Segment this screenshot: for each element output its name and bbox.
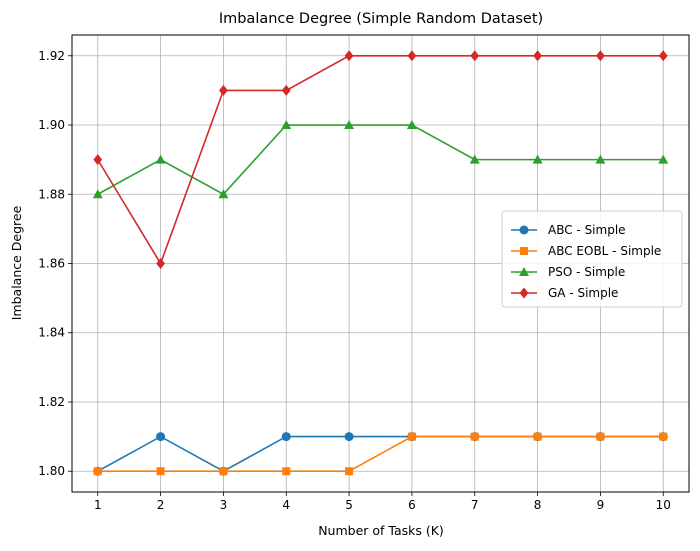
legend-item: ABC - Simple [511,223,626,237]
data-point [658,154,669,164]
data-point [595,154,606,164]
legend-label: ABC - Simple [548,223,626,237]
legend: ABC - Simple ABC EOBL - Simple PSO - Simpl… [501,210,683,308]
data-point [281,84,291,96]
x-tick-label: 7 [471,498,479,512]
x-tick-label: 3 [220,498,228,512]
plot-area-frame [71,34,690,493]
data-point [93,154,103,166]
data-point [533,50,542,62]
y-tick-label: 1.86 [38,257,65,271]
data-point [596,432,605,441]
series-3 [92,120,669,199]
x-tick-label: 10 [656,498,671,512]
data-point [407,432,416,441]
y-tick-label: 1.82 [38,395,65,409]
data-point [344,50,354,62]
x-tick-label: 9 [597,498,605,512]
data-point [658,50,668,62]
legend-item: PSO - Simple [511,265,625,279]
legend-label: ABC EOBL - Simple [548,244,661,258]
data-point [469,154,480,164]
series-2 [93,432,668,476]
data-point [218,189,229,199]
legend-item: GA - Simple [511,286,618,300]
x-tick-label: 4 [282,498,290,512]
data-point [155,154,166,164]
legend-label: GA - Simple [548,286,618,300]
series-group [92,50,669,476]
data-point [156,432,166,442]
chart-title: Imbalance Degree (Simple Random Dataset) [219,11,543,27]
legend-box [501,210,683,308]
data-point [407,50,417,62]
data-point [344,120,355,130]
data-point [281,432,291,442]
legend-item: ABC EOBL - Simple [511,244,661,258]
series-line [97,54,664,266]
legend-marker [519,267,529,276]
x-tick-label: 6 [408,498,416,512]
data-point [281,120,292,130]
data-point [470,432,479,441]
y-axis-label: Imbalance Degree [9,205,24,320]
data-point [93,467,102,476]
legend-marker [519,225,529,235]
series-4 [93,50,668,269]
x-tick-label: 5 [345,498,353,512]
y-tick-label: 1.92 [38,49,65,63]
data-point [470,50,480,62]
y-tick-label: 1.84 [38,326,65,340]
data-point [406,120,417,130]
data-point [219,84,228,96]
y-tick-label: 1.80 [38,464,65,478]
series-line [97,435,664,473]
data-point [219,467,228,476]
x-tick-label: 1 [94,498,102,512]
data-point [344,432,354,442]
data-point [156,258,165,269]
x-tick-label: 8 [534,498,542,512]
data-point [532,154,543,164]
legend-label: PSO - Simple [548,265,625,279]
y-tick-label: 1.90 [38,118,65,132]
data-point [156,467,165,476]
data-point [659,432,668,441]
x-tick-label: 2 [157,498,165,512]
data-point [282,467,291,476]
data-point [345,467,354,476]
x-axis-label: Number of Tasks (K) [318,523,444,538]
data-point [596,50,605,62]
y-tick-label: 1.88 [38,187,65,201]
legend-marker [520,247,528,255]
series-line [97,124,664,196]
data-point [92,189,103,199]
axis-ticks: 1 2 3 4 5 6 7 8 9 10 1.80 1.82 1.84 1.86 1.88 1.90 1.92 [38,49,671,512]
legend-marker [519,287,529,299]
data-point [533,432,542,441]
